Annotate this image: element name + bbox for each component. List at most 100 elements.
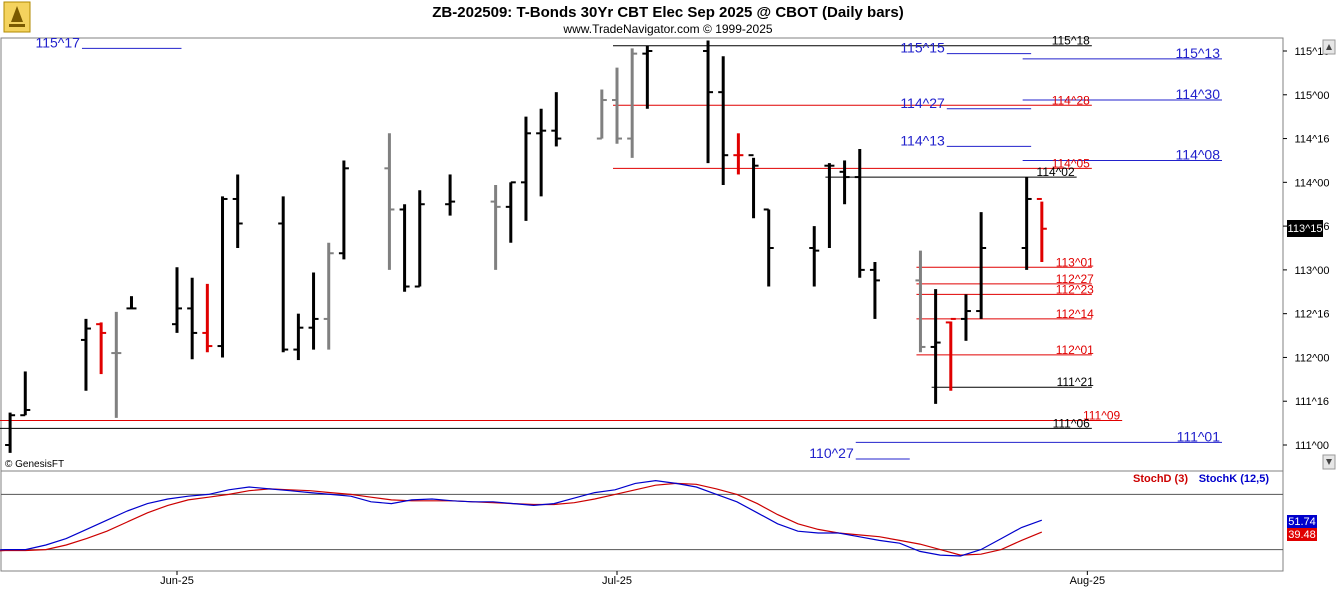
price-bar-17 — [323, 242, 334, 350]
stochd-value-box — [1287, 528, 1317, 541]
price-bar-19 — [384, 133, 395, 270]
level-label-8: 114^08 — [1176, 146, 1221, 162]
level-label-0: 115^18 — [1052, 34, 1090, 48]
level-label-1: 115^17 — [35, 34, 80, 50]
price-bar-45 — [960, 294, 971, 341]
scroll-arrow-up[interactable] — [1322, 39, 1336, 55]
price-bar-9 — [172, 267, 182, 333]
price-bar-15 — [293, 313, 304, 361]
y-tick-label-5: 113^00 — [1295, 265, 1330, 277]
level-label-5: 114^28 — [1052, 93, 1090, 107]
stoch-pane — [0, 470, 1284, 572]
last-price-box — [1287, 220, 1323, 237]
time-axis: Jun-25 Jul-25 Aug-25 — [160, 571, 1105, 587]
price-axis: 115^16115^00114^16114^00113^16113^00112^… — [1283, 46, 1329, 452]
level-label-9: 114^05 — [1052, 156, 1090, 170]
y-tick-label-6: 112^16 — [1295, 309, 1330, 321]
level-label-2: 115^15 — [900, 40, 945, 56]
price-bar-7 — [111, 311, 122, 418]
price-bar-43 — [930, 289, 941, 404]
price-bar-48 — [1036, 197, 1047, 263]
price-bar-37 — [809, 226, 820, 287]
price-bar-33 — [718, 56, 729, 185]
price-bar-39 — [839, 160, 850, 205]
stochk-value-box — [1287, 515, 1317, 528]
stoch-indicator — [0, 479, 1283, 557]
price-bar-46 — [976, 212, 987, 319]
legend-stochd: StochD (3) — [1133, 473, 1188, 485]
watermark: © GenesisFT — [5, 459, 64, 470]
y-tick-label-7: 112^00 — [1295, 352, 1330, 364]
price-bar-29 — [612, 67, 622, 144]
level-label-6: 114^27 — [900, 95, 945, 111]
level-label-4: 114^30 — [1176, 86, 1221, 102]
level-label-10: 114^02 — [1037, 165, 1075, 179]
price-bar-27 — [551, 92, 562, 147]
price-levels: 115^18 115^17 115^15 115^13 114^30 114^28 114^… — [0, 34, 1222, 461]
level-label-19: 111^01 — [1177, 428, 1221, 444]
scroll-arrow-down[interactable] — [1322, 454, 1336, 470]
price-bar-5 — [80, 318, 91, 391]
level-label-15: 112^01 — [1056, 343, 1094, 357]
level-label-18: 111^06 — [1053, 416, 1091, 430]
price-pane — [0, 37, 1284, 472]
stochk-line — [0, 479, 1043, 557]
price-bar-8 — [126, 296, 137, 310]
price-bar-6 — [96, 322, 107, 375]
price-bar-41 — [869, 262, 880, 319]
price-bar-24 — [505, 181, 516, 243]
level-label-14: 112^14 — [1056, 307, 1094, 321]
x-tick-label-1: Jul-25 — [602, 575, 632, 587]
price-bar-28 — [596, 89, 607, 140]
price-bar-36 — [763, 208, 774, 287]
price-bar-34 — [733, 133, 744, 175]
price-bar-23 — [490, 184, 501, 270]
level-label-20: 110^27 — [809, 445, 854, 461]
price-bar-13 — [232, 174, 243, 248]
level-label-11: 113^01 — [1056, 255, 1094, 269]
level-label-17: 111^09 — [1083, 408, 1121, 422]
price-bar-22 — [445, 174, 456, 216]
price-bar-20 — [399, 204, 410, 292]
level-label-7: 114^13 — [900, 132, 945, 148]
price-bar-47 — [1021, 177, 1032, 270]
stochd-value: 39.48 — [1288, 529, 1316, 541]
price-bar-35 — [748, 154, 759, 219]
x-tick-label-2: Aug-25 — [1070, 575, 1105, 587]
y-tick-label-3: 114^00 — [1295, 177, 1330, 189]
chart-title: ZB-202509: T-Bonds 30Yr CBT Elec Sep 202… — [432, 4, 903, 21]
price-bar-31 — [642, 45, 653, 109]
logo-icon — [3, 1, 31, 33]
chart-subtitle: www.TradeNavigator.com © 1999-2025 — [562, 22, 772, 36]
stochk-value: 51.74 — [1288, 516, 1316, 528]
price-bar-30 — [627, 48, 638, 158]
price-bars — [5, 40, 1047, 453]
x-tick-label-0: Jun-25 — [160, 575, 194, 587]
level-label-3: 115^13 — [1176, 45, 1221, 61]
y-tick-label-8: 111^16 — [1295, 396, 1329, 408]
y-tick-label-0: 115^16 — [1295, 46, 1330, 58]
price-bar-4 — [20, 371, 31, 417]
price-bar-12 — [217, 196, 228, 358]
level-label-13: 112^23 — [1056, 282, 1094, 296]
price-bar-32 — [703, 40, 714, 164]
price-bar-44 — [945, 317, 956, 391]
price-bar-10 — [187, 277, 198, 360]
price-bar-42 — [915, 250, 926, 353]
price-bar-3 — [5, 412, 16, 453]
y-tick-label-1: 115^00 — [1295, 90, 1330, 102]
price-bar-18 — [338, 160, 349, 260]
level-label-12: 112^27 — [1056, 272, 1094, 286]
price-bar-11 — [202, 283, 213, 353]
price-bar-25 — [520, 116, 531, 221]
last-price-label: 113^15 — [1288, 223, 1323, 235]
y-tick-label-9: 111^00 — [1295, 440, 1329, 452]
price-bar-16 — [308, 272, 319, 350]
y-tick-label-2: 114^16 — [1295, 134, 1330, 146]
price-bar-40 — [854, 149, 865, 278]
price-bar-14 — [278, 196, 289, 353]
price-bar-21 — [414, 190, 425, 288]
level-label-16: 111^21 — [1057, 375, 1095, 389]
price-bar-26 — [536, 108, 547, 197]
